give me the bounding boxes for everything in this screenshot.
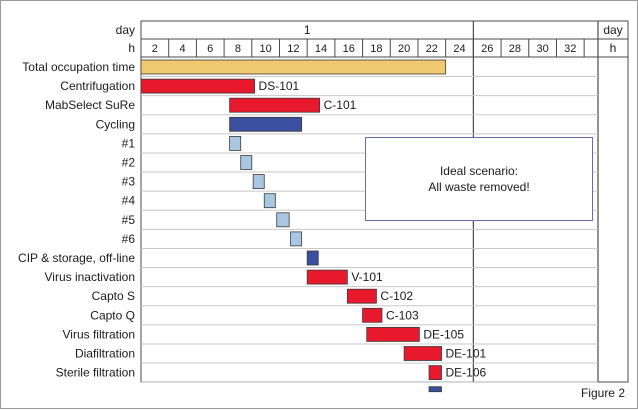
row-label: #4 (122, 194, 136, 208)
bar-label: C-102 (380, 289, 413, 303)
row-label: Capto Q (90, 308, 135, 322)
row-label: Virus inactivation (45, 270, 136, 284)
bar-label: DS-101 (259, 79, 300, 93)
row-label: #5 (122, 213, 136, 227)
row-label: Centrifugation (60, 79, 135, 93)
gantt-bar (346, 288, 377, 304)
gantt-bar (428, 365, 442, 381)
gantt-bar (229, 116, 303, 132)
bar-label: C-103 (386, 308, 419, 322)
hour-tick-label: 8 (235, 43, 241, 55)
hour-tick-label: 16 (343, 43, 355, 55)
row-label: #3 (122, 175, 136, 189)
gantt-bar (290, 231, 303, 247)
row-label: MabSelect SuRe (45, 98, 135, 112)
row-label: Capto S (92, 289, 135, 303)
gantt-bar (252, 174, 265, 190)
hour-tick-label: 24 (453, 43, 465, 55)
hour-row-label: h (128, 41, 135, 55)
row-label: Cycling (96, 117, 135, 131)
gantt-bar (229, 97, 321, 113)
gantt-bar (362, 307, 383, 323)
bar-label: DE-106 (446, 366, 487, 380)
hour-tick-label: 22 (426, 43, 438, 55)
gantt-bar (240, 155, 253, 170)
bar-label: DE-101 (446, 347, 487, 361)
row-label: #2 (122, 156, 136, 170)
row-label: #1 (122, 136, 136, 150)
bar-label: C-101 (324, 98, 357, 112)
row-label: #6 (122, 232, 136, 246)
hour-end-label: h (610, 41, 617, 55)
hour-tick-label: 28 (509, 43, 521, 55)
hour-tick-label: 2 (152, 43, 158, 55)
hour-tick-label: 26 (481, 43, 493, 55)
annotation-line-2: All waste removed! (428, 180, 530, 194)
hour-tick-label: 18 (370, 43, 382, 55)
day-2-label: day (603, 23, 622, 37)
bar-label: DE-105 (423, 327, 464, 341)
gantt-bar-continued (428, 386, 442, 393)
row-label: Total occupation time (22, 60, 135, 74)
gantt-bar (140, 78, 255, 94)
day-row-label: day (116, 23, 135, 37)
gantt-bar (276, 212, 290, 228)
gantt-bar (140, 59, 447, 75)
hour-tick-label: 32 (564, 43, 576, 55)
gantt-bar (263, 193, 276, 209)
gantt-bar (229, 135, 242, 151)
hour-tick-label: 14 (315, 43, 327, 55)
hour-tick-label: 10 (260, 43, 272, 55)
day-1-label: 1 (304, 23, 311, 37)
bar-label: V-101 (351, 270, 383, 284)
hour-tick-label: 20 (398, 43, 410, 55)
hour-tick-label: 12 (287, 43, 299, 55)
gantt-bar (366, 326, 420, 342)
hour-tick-label: 30 (536, 43, 548, 55)
annotation-line-1: Ideal scenario: (439, 164, 519, 178)
gantt-bar (306, 250, 319, 266)
gantt-bar (403, 346, 442, 361)
figure-caption: Figure 2 (580, 386, 625, 400)
gantt-bar (306, 269, 348, 285)
annotation-box: Ideal scenario: All waste removed! (365, 137, 593, 221)
row-label: Virus filtration (63, 327, 135, 341)
row-label: CIP & storage, off-line (18, 251, 135, 265)
hour-tick-label: 6 (207, 43, 213, 55)
row-label: Sterile filtration (56, 366, 135, 380)
row-label: Diafiltration (75, 347, 135, 361)
hour-tick-label: 4 (179, 43, 185, 55)
